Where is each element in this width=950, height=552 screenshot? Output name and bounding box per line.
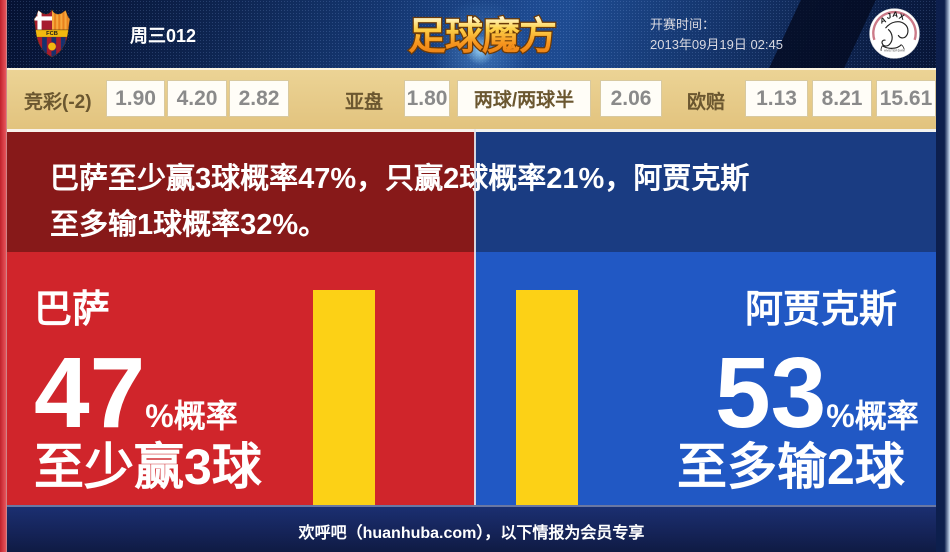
svg-text:足球魔方: 足球魔方	[408, 16, 556, 58]
svg-text:AMSTERDAM: AMSTERDAM	[884, 49, 905, 53]
svg-text:FCB: FCB	[46, 31, 58, 37]
svg-text:J: J	[886, 11, 891, 20]
